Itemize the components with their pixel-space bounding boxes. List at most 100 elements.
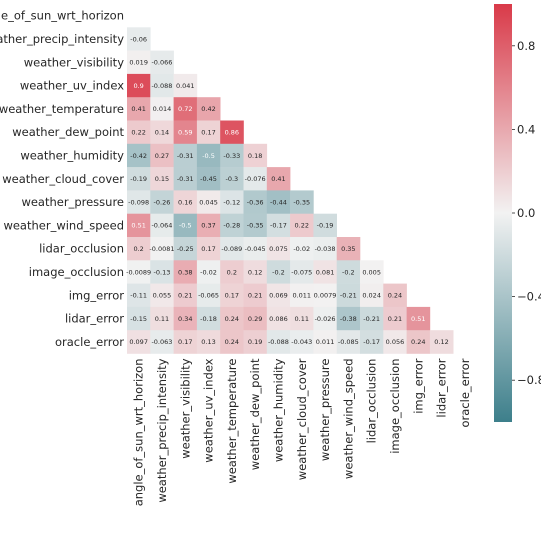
heatmap-cell-label: -0.0081	[149, 245, 174, 253]
col-label-weather_humidity: weather_humidity	[271, 358, 285, 462]
heatmap-cell-img_error-angle_of_sun_wrt_horizon	[127, 283, 151, 308]
col-label-weather_temperature: weather_temperature	[225, 359, 239, 484]
heatmap-cell-weather_pressure-weather_humidity	[266, 190, 291, 214]
col-label-weather_precip_intensity: weather_precip_intensity	[155, 358, 169, 502]
colorbar-tick-label: −0.8	[517, 373, 541, 387]
heatmap-cell-weather_pressure-angle_of_sun_wrt_horizon	[127, 190, 151, 214]
row-label-lidar_occlusion: lidar_occlusion	[39, 242, 124, 256]
heatmap-cell-weather_pressure-weather_visibility	[173, 190, 198, 214]
heatmap-cell-img_error-weather_dew_point	[243, 283, 268, 308]
heatmap-cell-img_error-weather_pressure	[313, 283, 337, 308]
heatmap-cell-label: 0.075	[269, 245, 288, 253]
heatmap-cell-img_error-weather_temperature	[220, 283, 244, 308]
heatmap-cell-label: 0.056	[386, 338, 405, 346]
heatmap-cell-oracle_error-weather_visibility	[173, 330, 198, 354]
heatmap-cell-label: 0.22	[295, 222, 309, 230]
heatmap-cell-oracle_error-lidar_occlusion	[360, 330, 384, 354]
heatmap-cell-img_error-weather_cloud_cover	[290, 283, 314, 308]
heatmap-cell-label: -0.12	[223, 198, 240, 206]
heatmap-cell-label: 0.2	[133, 245, 143, 253]
heatmap-cell-weather_wind_speed-weather_visibility	[173, 213, 198, 238]
heatmap-cell-image_occlusion-weather_visibility	[173, 260, 198, 284]
heatmap-cell-label: -0.063	[151, 338, 172, 346]
heatmap-cell-image_occlusion-weather_humidity	[266, 260, 291, 284]
heatmap-cell-weather_wind_speed-weather_temperature	[220, 213, 244, 238]
heatmap-cell-lidar_error-weather_precip_intensity	[150, 306, 174, 331]
heatmap-cell-label: -0.19	[130, 175, 147, 183]
heatmap-cell-lidar_error-weather_uv_index	[196, 306, 221, 331]
heatmap-cell-image_occlusion-angle_of_sun_wrt_horizon	[127, 260, 151, 284]
heatmap-cell-label: 0.59	[178, 128, 192, 136]
heatmap-cell-label: -0.21	[363, 315, 380, 323]
heatmap-cell-weather_temperature-weather_visibility	[173, 97, 198, 121]
heatmap-cell-oracle_error-weather_cloud_cover	[290, 330, 314, 354]
heatmap-cell-label: -0.31	[177, 175, 194, 183]
heatmap-cell-weather_pressure-weather_precip_intensity	[150, 190, 174, 214]
heatmap-cell-label: -0.076	[245, 175, 266, 183]
heatmap-cell-lidar_occlusion-weather_visibility	[173, 237, 198, 261]
heatmap-cell-label: 0.045	[199, 198, 218, 206]
heatmap-cell-weather_visibility-angle_of_sun_wrt_horizon	[127, 50, 151, 75]
heatmap-cell-label: -0.043	[291, 338, 312, 346]
heatmap-cell-lidar_error-weather_wind_speed	[336, 306, 361, 331]
heatmap-cell-label: 0.2	[227, 268, 237, 276]
heatmap-cell-weather_humidity-weather_temperature	[220, 143, 244, 168]
heatmap-cell-label: -0.25	[177, 245, 194, 253]
heatmap-cell-label: -0.098	[128, 198, 149, 206]
heatmap-cell-label: 0.24	[388, 292, 402, 300]
heatmap-cell-image_occlusion-weather_uv_index	[196, 260, 221, 284]
heatmap-cell-weather_uv_index-angle_of_sun_wrt_horizon	[127, 73, 151, 98]
heatmap-cell-label: -0.21	[340, 292, 357, 300]
heatmap-cell-label: 0.019	[129, 59, 148, 67]
heatmap-cell-weather_cloud_cover-weather_uv_index	[196, 167, 221, 191]
heatmap-cell-lidar_error-weather_visibility	[173, 306, 198, 331]
heatmap-cell-weather_cloud_cover-weather_precip_intensity	[150, 167, 174, 191]
col-label-weather_cloud_cover: weather_cloud_cover	[295, 358, 309, 480]
heatmap-cell-oracle_error-weather_precip_intensity	[150, 330, 174, 354]
heatmap-cell-lidar_error-angle_of_sun_wrt_horizon	[127, 306, 151, 331]
heatmap-cell-label: -0.5	[179, 222, 192, 230]
heatmap-cell-label: 0.11	[155, 315, 169, 323]
heatmap-cell-label: 0.17	[201, 245, 215, 253]
heatmap-cell-label: 0.21	[248, 292, 262, 300]
heatmap-cell-image_occlusion-weather_precip_intensity	[150, 260, 174, 284]
heatmap-cell-label: 0.14	[155, 128, 169, 136]
colorbar	[494, 4, 512, 422]
heatmap-cell-label: -0.026	[315, 315, 336, 323]
heatmap-cell-label: -0.42	[130, 152, 147, 160]
heatmap-cell-label: -0.26	[154, 198, 171, 206]
heatmap-cell-lidar_error-weather_dew_point	[243, 306, 268, 331]
heatmap-cell-label: 0.72	[178, 105, 192, 113]
heatmap-cell-label: 0.024	[362, 292, 381, 300]
heatmap-cell-label: -0.15	[130, 315, 147, 323]
heatmap-cell-label: -0.36	[247, 198, 264, 206]
heatmap-cell-img_error-weather_uv_index	[196, 283, 221, 308]
heatmap-cell-label: -0.33	[223, 152, 240, 160]
col-label-angle_of_sun_wrt_horizon: angle_of_sun_wrt_horizon	[132, 359, 146, 507]
row-label-weather_visibility: weather_visibility	[24, 55, 124, 69]
heatmap-cell-label: -0.0089	[126, 268, 151, 276]
heatmap-cell-image_occlusion-weather_temperature	[220, 260, 244, 284]
heatmap-cell-oracle_error-weather_temperature	[220, 330, 244, 354]
heatmap-cell-weather_temperature-angle_of_sun_wrt_horizon	[127, 97, 151, 121]
heatmap-cell-lidar_error-img_error	[406, 306, 431, 331]
heatmap-cell-label: 0.011	[292, 292, 311, 300]
heatmap-cell-weather_humidity-angle_of_sun_wrt_horizon	[127, 143, 151, 168]
heatmap-cell-weather_dew_point-weather_precip_intensity	[150, 120, 174, 145]
heatmap-cell-weather_pressure-weather_temperature	[220, 190, 244, 214]
heatmap-cell-lidar_occlusion-weather_dew_point	[243, 237, 268, 261]
col-label-oracle_error: oracle_error	[458, 358, 472, 427]
heatmap-cell-lidar_occlusion-weather_temperature	[220, 237, 244, 261]
heatmap-cell-label: 0.22	[131, 128, 145, 136]
heatmap-cell-weather_uv_index-weather_precip_intensity	[150, 73, 174, 98]
heatmap-cells	[127, 27, 454, 354]
heatmap-cell-weather_dew_point-angle_of_sun_wrt_horizon	[127, 120, 151, 145]
colorbar-tick-label: −0.4	[517, 290, 541, 304]
heatmap-cell-weather_humidity-weather_precip_intensity	[150, 143, 174, 168]
row-label-weather_uv_index: weather_uv_index	[20, 79, 124, 93]
heatmap-cell-oracle_error-weather_humidity	[266, 330, 291, 354]
heatmap-cell-weather_cloud_cover-weather_dew_point	[243, 167, 268, 191]
heatmap-cell-label: 0.014	[153, 105, 172, 113]
heatmap-cell-weather_dew_point-weather_temperature	[220, 120, 244, 145]
